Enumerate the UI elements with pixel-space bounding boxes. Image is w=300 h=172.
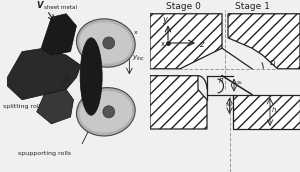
- Text: Stage 1: Stage 1: [235, 2, 269, 11]
- Polygon shape: [150, 76, 207, 129]
- Ellipse shape: [103, 106, 115, 118]
- Text: splitting roll: splitting roll: [3, 104, 40, 109]
- Ellipse shape: [76, 19, 135, 67]
- Text: h: h: [272, 107, 276, 113]
- Ellipse shape: [80, 22, 132, 64]
- Text: y: y: [162, 15, 167, 24]
- Polygon shape: [41, 14, 76, 55]
- Text: $s_t$: $s_t$: [236, 79, 243, 87]
- Polygon shape: [228, 14, 300, 69]
- Ellipse shape: [80, 91, 132, 133]
- Text: spupporting rolls: spupporting rolls: [18, 151, 71, 156]
- Text: $y_{inc}$: $y_{inc}$: [132, 54, 146, 63]
- Ellipse shape: [76, 88, 135, 136]
- Text: V: V: [37, 1, 43, 10]
- Ellipse shape: [80, 38, 102, 115]
- Text: R: R: [219, 78, 224, 84]
- Text: x: x: [160, 41, 165, 47]
- Ellipse shape: [103, 37, 115, 49]
- Text: $s_g$: $s_g$: [225, 101, 233, 111]
- Polygon shape: [8, 48, 81, 100]
- Text: sheet metal: sheet metal: [44, 6, 77, 10]
- Polygon shape: [150, 14, 222, 69]
- Polygon shape: [37, 89, 74, 124]
- Polygon shape: [232, 95, 300, 129]
- Text: Stage 0: Stage 0: [166, 2, 200, 11]
- Text: Ω: Ω: [270, 60, 275, 66]
- Text: x: x: [134, 30, 137, 35]
- Text: z: z: [200, 40, 204, 49]
